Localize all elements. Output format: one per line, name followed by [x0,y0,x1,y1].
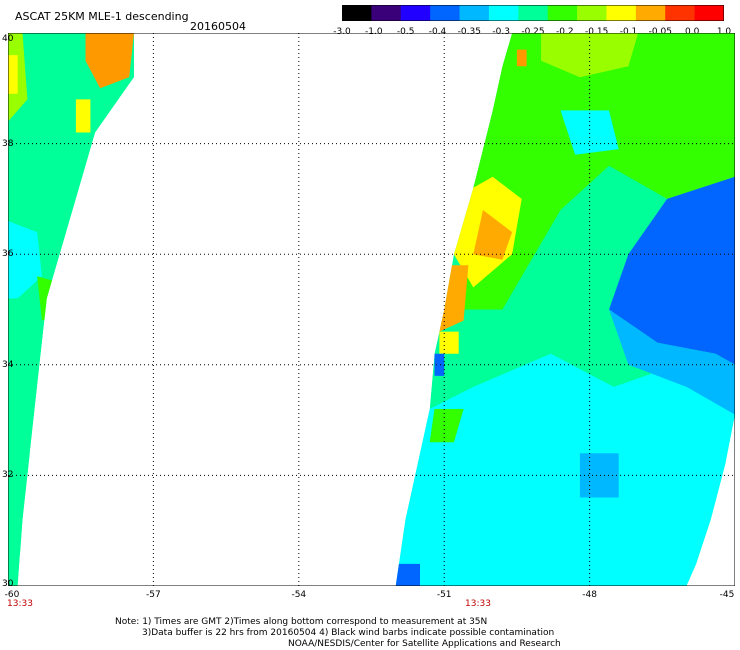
y-tick-label: 36 [2,249,14,260]
wind-region [8,55,18,94]
note-line-3: NOAA/NESDIS/Center for Satellite Applica… [288,639,561,649]
x-tick-label: -45 [719,590,735,600]
colorbar-label: -0.4 [428,27,447,37]
map-title: ASCAT 25KM MLE-1 descending [15,10,189,23]
colorbar-label: 0.0 [684,27,700,37]
time-label-right: 13:33 [465,599,491,609]
colorbar-swatch [400,5,431,21]
colorbar-swatch [694,5,724,21]
colorbar-swatch [459,5,490,21]
colorbar-label: -0.15 [585,27,609,37]
wind-region [516,49,527,67]
wind-region [609,176,735,365]
wind-region [453,33,735,310]
wind-region [609,309,735,415]
y-tick-label: 40 [2,34,14,44]
x-tick-label: -48 [582,590,597,600]
note-line-2: 3)Data buffer is 22 hrs from 20160504 4)… [142,628,555,638]
colorbar-swatch [488,5,519,21]
wind-region [541,33,639,78]
x-tick-label: -57 [146,590,161,600]
wind-region [51,281,62,310]
colorbar-label: -0.3 [492,27,510,37]
colorbar-label: -0.2 [556,27,574,37]
y-tick-label: 38 [2,138,14,149]
map-date: 20160504 [190,20,246,33]
wind-region [8,221,42,299]
map-plot [8,33,735,586]
colorbar-swatch [665,5,696,21]
x-tick-label: -51 [436,590,452,600]
colorbar-label: -0.1 [619,27,638,37]
wind-region [85,33,134,89]
colorbar-swatch [430,5,461,21]
note-line-1: Note: 1) Times are GMT 2)Times along bot… [115,617,488,627]
colorbar-label: 1.0 [716,27,732,37]
colorbar-label: -0.5 [396,27,415,37]
wind-region [473,210,513,260]
wind-region [395,353,735,586]
colorbar [342,5,724,21]
wind-region [579,453,619,498]
colorbar-swatch [518,5,549,21]
time-label-left: 13:33 [7,599,33,609]
colorbar-label: -0.35 [457,27,481,37]
wind-region [434,353,445,376]
east-swath [395,33,735,586]
wind-region [75,99,91,133]
y-tick-label: 30 [2,579,14,589]
colorbar-swatch [342,5,372,21]
colorbar-label: -0.05 [648,27,672,37]
colorbar-label: -3.0 [333,27,351,37]
wind-region [395,563,420,586]
x-tick-label: -60 [4,590,20,600]
west-swath [8,33,134,586]
colorbar-swatch [547,5,578,21]
colorbar-swatch [577,5,607,21]
colorbar-label: -0.25 [521,27,545,37]
wind-region [41,353,52,387]
wind-region [8,453,33,553]
colorbar-swatch [606,5,637,21]
colorbar-swatch [635,5,666,21]
y-tick-label: 34 [2,359,14,370]
x-tick-label: -54 [291,590,307,600]
swath-base [8,33,134,586]
colorbar-swatch [371,5,402,21]
y-tick-label: 32 [2,470,14,481]
wind-region [439,331,459,354]
wind-region [429,409,464,443]
colorbar-label: -1.0 [365,27,383,37]
